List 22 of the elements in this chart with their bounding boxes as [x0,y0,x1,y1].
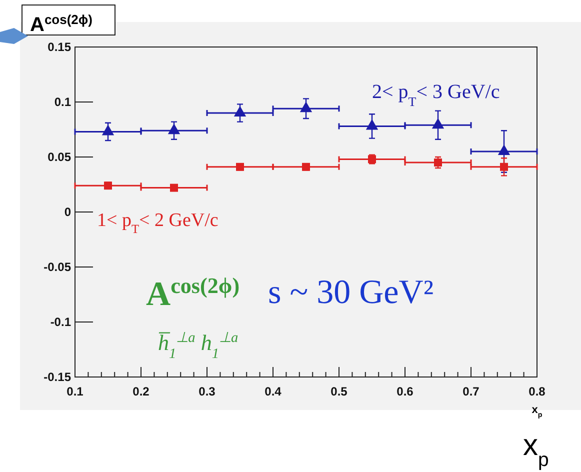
y-tick-label: 0.05 [48,150,72,164]
y-tick-label: -0.05 [44,260,72,274]
y-axis-title: A$^{cos(2ϕ)}$ [30,12,92,36]
x-tick-label: 0.3 [198,384,216,399]
x-tick-label: 0.6 [396,384,414,399]
x-axis-title: x$_{p}$ [532,404,543,419]
x-tick-label: 0.1 [66,384,84,399]
y-tick-label: 0 [64,205,72,219]
x-tick-label: 0.5 [330,384,348,399]
text: x$_{p}$ [523,429,549,471]
annotation: s ~ 30 GeV² [268,274,434,311]
x-tick-label: 0.8 [528,384,546,399]
series-label: 2< p$_{T}$< 3 GeV/c [372,81,500,108]
y-tick-label: -0.1 [50,315,72,329]
y-tick-label: -0.15 [44,370,72,384]
x-tick-label: 0.4 [264,384,282,399]
x-tick-label: 0.2 [132,384,150,399]
x-tick-label: 0.7 [462,384,480,399]
annotation: A$^{cos(2ϕ)}$ [146,272,240,313]
y-tick-label: 0.1 [54,95,72,109]
series-label: 1< p$_{T}$< 2 GeV/c [97,210,218,236]
y-tick-label: 0.15 [48,40,72,54]
